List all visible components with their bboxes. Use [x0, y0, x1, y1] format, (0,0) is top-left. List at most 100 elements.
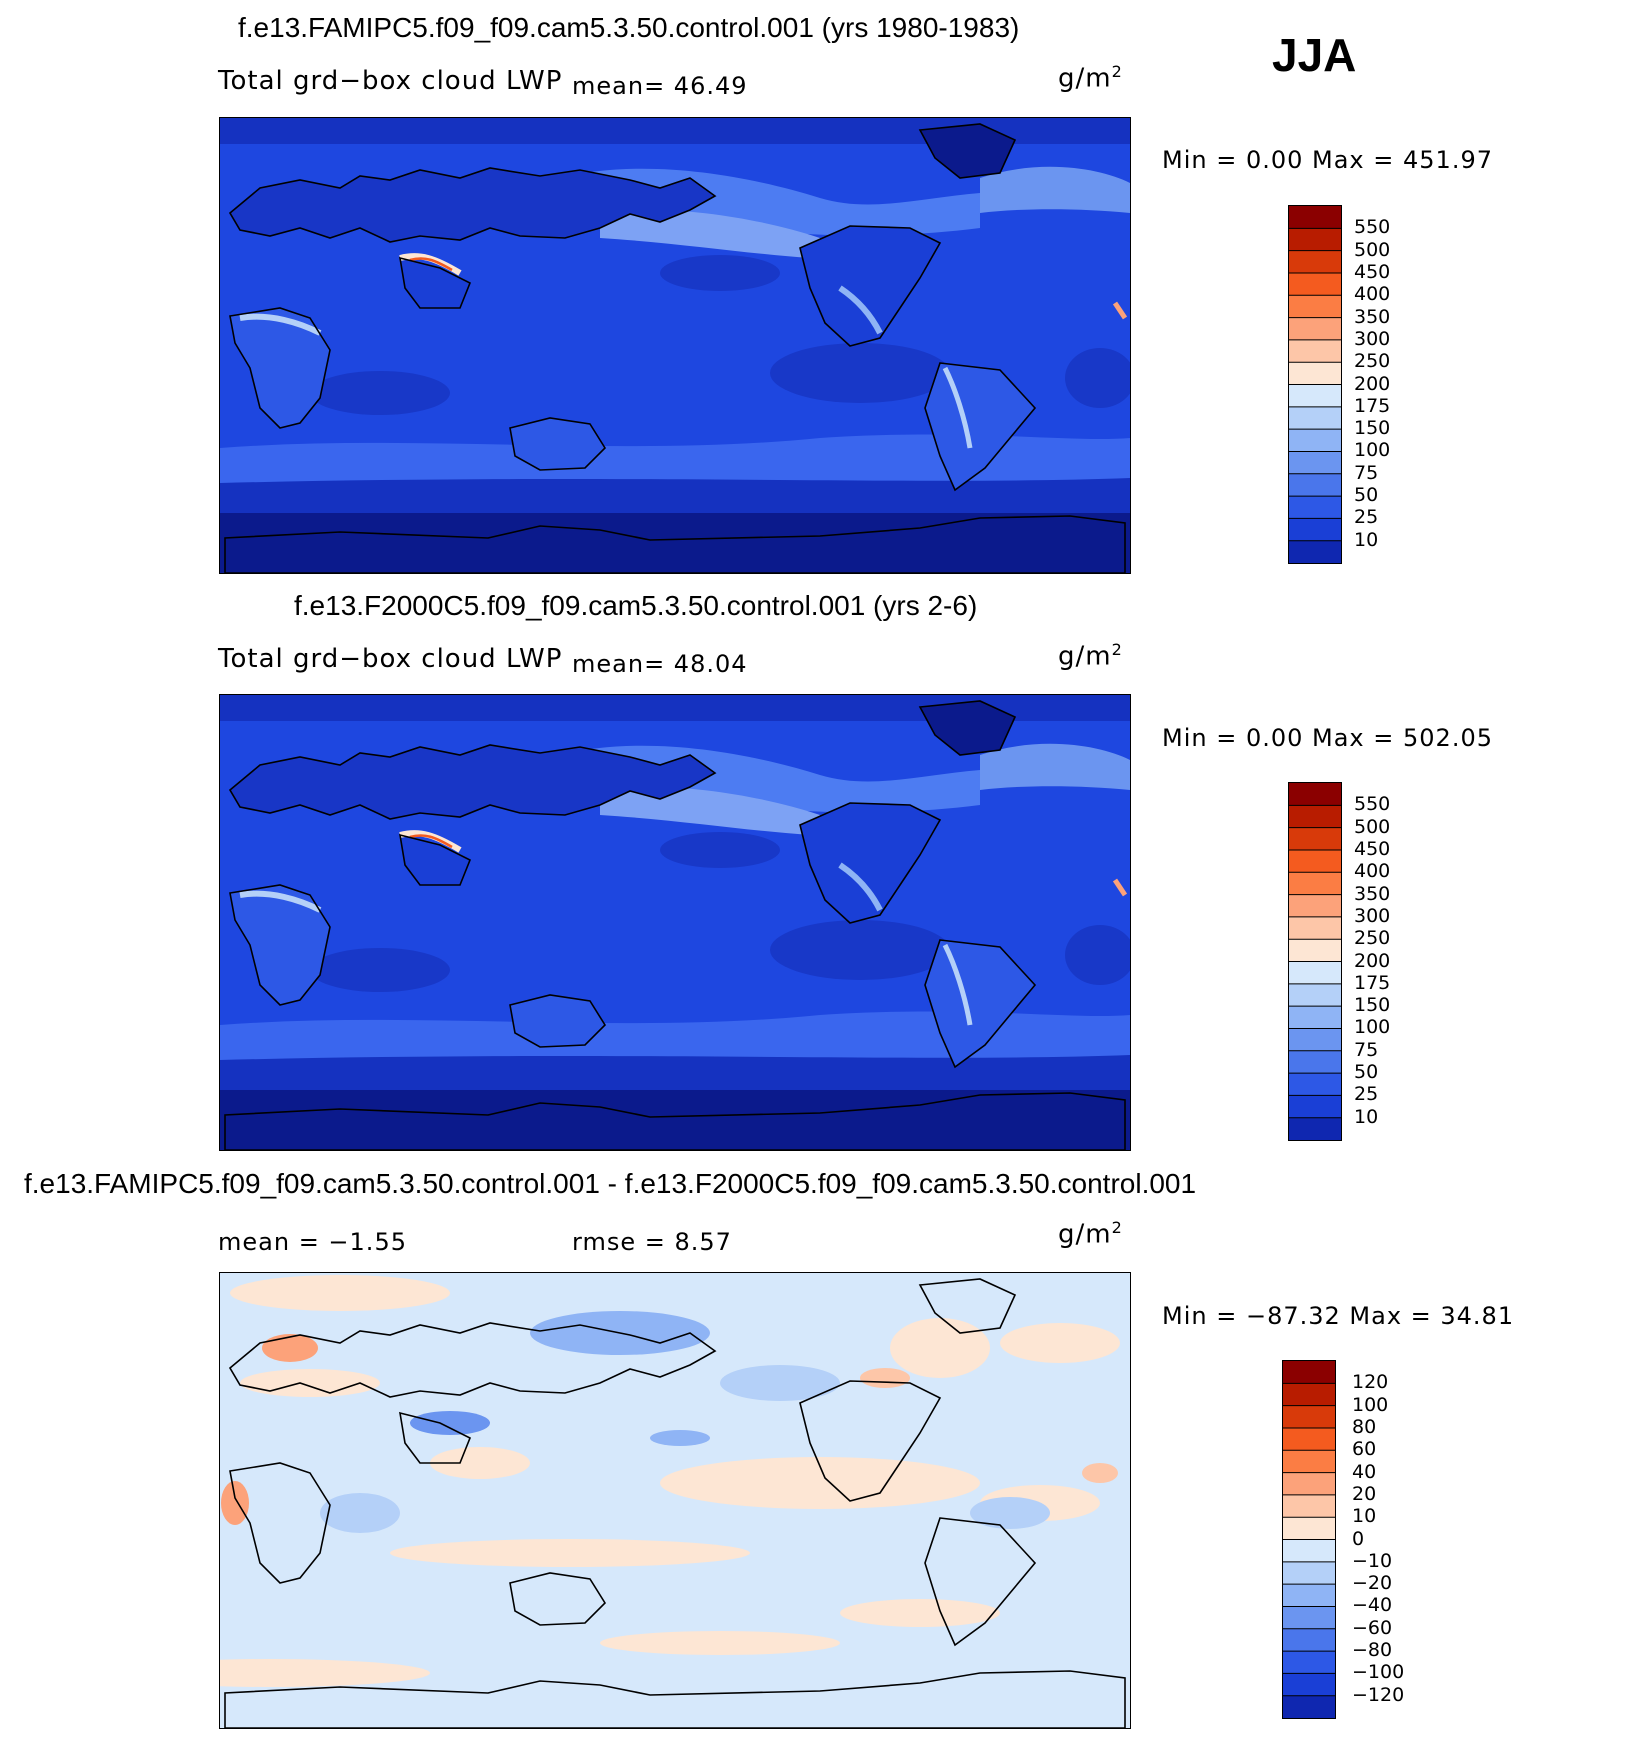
colorbar-swatch	[1289, 916, 1341, 940]
colorbar-tick-label: −60	[1352, 1616, 1393, 1639]
colorbar-tick-label: 20	[1352, 1482, 1377, 1505]
colorbar-swatch	[1289, 827, 1341, 851]
colorbar-tick-label: −80	[1352, 1639, 1393, 1662]
colorbar-swatch	[1283, 1405, 1335, 1429]
colorbar-tick-label: 25	[1354, 506, 1379, 529]
panel3-minmax: Min = −87.32 Max = 34.81	[1162, 1302, 1515, 1330]
colorbar-swatch	[1289, 983, 1341, 1007]
colorbar-tick-label: 25	[1354, 1083, 1379, 1106]
colorbar-tick-label: −10	[1352, 1549, 1393, 1572]
panel2-colorbar-svg	[1289, 783, 1341, 1140]
colorbar-tick-label: 400	[1354, 860, 1391, 883]
colorbar-swatch	[1289, 1117, 1341, 1140]
panel3-map	[219, 1272, 1131, 1729]
colorbar-swatch	[1289, 317, 1341, 341]
colorbar-swatch	[1283, 1450, 1335, 1474]
panel3-colorbar-svg	[1283, 1361, 1335, 1718]
panel1-variable-label: Total grd−box cloud LWP	[218, 66, 563, 96]
colorbar-tick-label: 40	[1352, 1460, 1377, 1483]
colorbar-tick-label: 100	[1352, 1393, 1389, 1416]
panel1-map	[219, 117, 1131, 574]
colorbar-swatch	[1289, 518, 1341, 542]
colorbar-swatch	[1283, 1673, 1335, 1697]
panel3-title: f.e13.FAMIPC5.f09_f09.cam5.3.50.control.…	[24, 1168, 1197, 1199]
colorbar-tick-label: 75	[1354, 1038, 1379, 1061]
colorbar-swatch	[1289, 894, 1341, 918]
colorbar-swatch	[1289, 228, 1341, 252]
colorbar-tick-label: 120	[1352, 1371, 1389, 1394]
colorbar-swatch	[1283, 1517, 1335, 1540]
colorbar-tick-label: 150	[1354, 417, 1391, 440]
colorbar-swatch	[1289, 362, 1341, 385]
season-label: JJA	[1272, 29, 1357, 81]
panel1-title: f.e13.FAMIPC5.f09_f09.cam5.3.50.control.…	[238, 12, 1020, 43]
colorbar-tick-label: 10	[1352, 1505, 1377, 1528]
panel2-variable-label: Total grd−box cloud LWP	[218, 644, 563, 674]
colorbar-swatch	[1289, 1006, 1341, 1029]
panel1-mean: mean= 46.49	[572, 72, 748, 100]
colorbar-tick-label: 500	[1354, 238, 1391, 261]
colorbar-tick-label: 100	[1354, 439, 1391, 462]
colorbar-swatch	[1289, 384, 1341, 408]
colorbar-tick-label: 500	[1354, 815, 1391, 838]
panel2-title: f.e13.F2000C5.f09_f09.cam5.3.50.control.…	[294, 590, 978, 621]
colorbar-swatch	[1289, 872, 1341, 896]
colorbar-tick-label: 50	[1354, 1061, 1379, 1084]
panel3-rmse: rmse = 8.57	[572, 1228, 732, 1256]
colorbar-tick-label: 350	[1354, 882, 1391, 905]
colorbar-tick-label: 175	[1354, 971, 1391, 994]
panel3-map-svg	[220, 1273, 1130, 1728]
colorbar-tick-label: 300	[1354, 904, 1391, 927]
colorbar-tick-label: 200	[1354, 372, 1391, 395]
colorbar-tick-label: 175	[1354, 394, 1391, 417]
colorbar-swatch	[1283, 1561, 1335, 1585]
colorbar-swatch	[1283, 1427, 1335, 1451]
colorbar-tick-label: −40	[1352, 1594, 1393, 1617]
colorbar-tick-label: 550	[1354, 793, 1391, 816]
colorbar-tick-label: −120	[1352, 1683, 1405, 1706]
panel1-map-svg	[220, 118, 1130, 573]
colorbar-tick-label: 100	[1354, 1016, 1391, 1039]
colorbar-swatch	[1283, 1651, 1335, 1674]
panel3-mean: mean = −1.55	[218, 1228, 407, 1256]
colorbar-tick-label: 250	[1354, 927, 1391, 950]
colorbar-tick-label: 450	[1354, 260, 1391, 283]
colorbar-tick-label: 400	[1354, 283, 1391, 306]
colorbar-swatch	[1283, 1472, 1335, 1496]
colorbar-swatch	[1283, 1695, 1335, 1718]
colorbar-swatch	[1289, 1095, 1341, 1119]
colorbar-swatch	[1283, 1628, 1335, 1652]
colorbar-swatch	[1289, 805, 1341, 829]
colorbar-tick-label: 75	[1354, 461, 1379, 484]
colorbar-tick-label: 150	[1354, 994, 1391, 1017]
colorbar-tick-label: 350	[1354, 305, 1391, 328]
colorbar-tick-label: 10	[1354, 528, 1379, 551]
panel2-colorbar	[1288, 782, 1342, 1141]
panel2-mean: mean= 48.04	[572, 650, 748, 678]
panel3-colorbar	[1282, 1360, 1336, 1719]
panel1-units: g/m2	[1058, 62, 1123, 94]
panel2-map-svg	[220, 695, 1130, 1150]
panel2-units: g/m2	[1058, 640, 1123, 672]
colorbar-tick-label: 80	[1352, 1415, 1377, 1438]
colorbar-swatch	[1289, 473, 1341, 497]
colorbar-swatch	[1289, 272, 1341, 296]
colorbar-swatch	[1283, 1494, 1335, 1518]
colorbar-tick-label: 250	[1354, 350, 1391, 373]
colorbar-swatch	[1289, 250, 1341, 274]
colorbar-swatch	[1289, 939, 1341, 962]
panel1-colorbar	[1288, 205, 1342, 564]
colorbar-swatch	[1283, 1584, 1335, 1607]
colorbar-swatch	[1289, 1050, 1341, 1074]
colorbar-tick-label: −20	[1352, 1572, 1393, 1595]
colorbar-swatch	[1283, 1539, 1335, 1563]
colorbar-swatch	[1289, 849, 1341, 873]
colorbar-swatch	[1283, 1361, 1335, 1384]
colorbar-swatch	[1289, 295, 1341, 319]
colorbar-swatch	[1283, 1383, 1335, 1407]
colorbar-tick-label: 50	[1354, 484, 1379, 507]
panel3-units: g/m2	[1058, 1218, 1123, 1250]
colorbar-swatch	[1289, 961, 1341, 985]
panel1-minmax: Min = 0.00 Max = 451.97	[1162, 146, 1493, 174]
colorbar-swatch	[1289, 406, 1341, 430]
